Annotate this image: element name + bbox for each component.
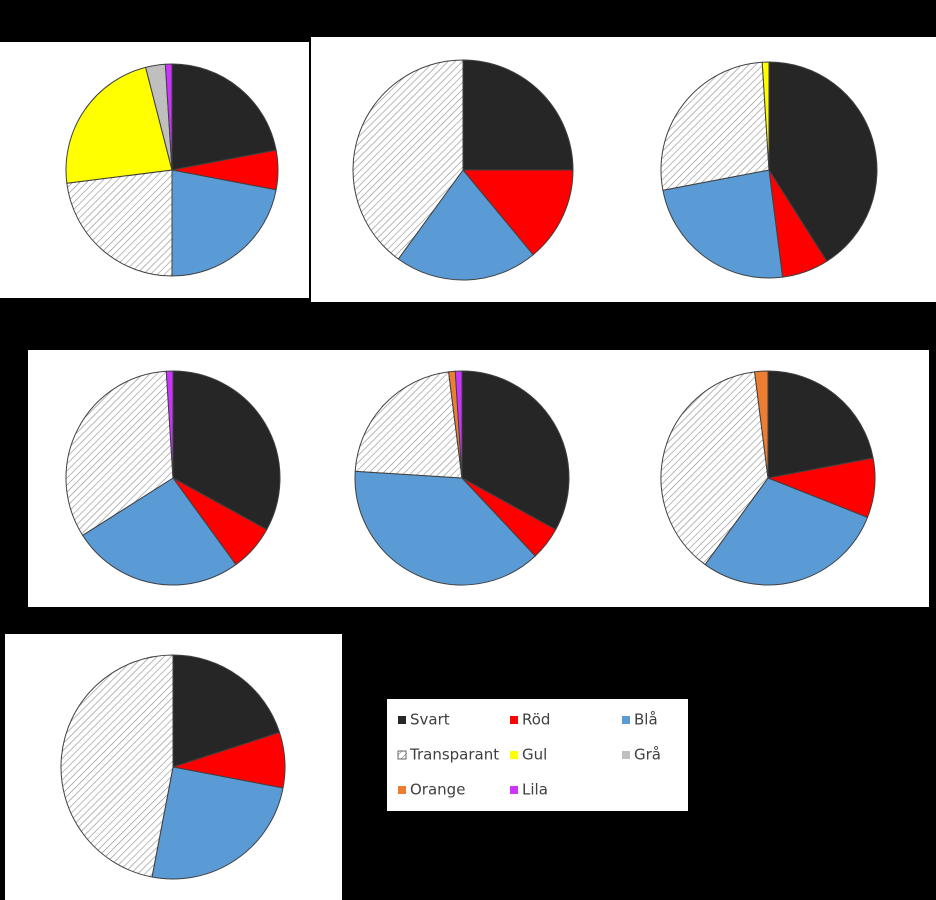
pie-slice: [462, 59, 574, 171]
pie-slice: [172, 654, 281, 768]
pie-slice: [660, 371, 769, 566]
pie-slice: [171, 63, 277, 171]
legend-label: Gul: [522, 746, 547, 764]
pie-slice: [151, 766, 284, 880]
pie-slice: [767, 370, 874, 479]
pie-slice: [461, 169, 574, 256]
pie-slice: [354, 470, 536, 586]
legend-label: Grå: [634, 746, 661, 764]
pie-slice: [60, 654, 174, 878]
pie-slice: [65, 370, 174, 537]
pie-slice: [754, 370, 769, 479]
pie-slice: [164, 63, 173, 171]
legend-box: [387, 699, 688, 811]
legend-swatch: [622, 716, 630, 724]
legend-label: Lila: [522, 781, 548, 799]
pie-slice: [454, 370, 463, 479]
legend-label: Svart: [410, 711, 450, 729]
pie-slice: [165, 370, 174, 479]
legend-swatch: [397, 750, 407, 760]
legend-swatch: [398, 786, 406, 794]
pie-slice: [354, 371, 463, 479]
pie-slice: [81, 477, 237, 586]
legend-label: Röd: [522, 711, 550, 729]
pie-slice: [66, 169, 173, 277]
legend-swatch: [398, 716, 406, 724]
legend-swatch: [622, 751, 630, 759]
pie-slice: [461, 370, 570, 531]
legend-label: Orange: [410, 781, 465, 799]
pie-slice: [704, 477, 869, 586]
legend-swatch: [510, 716, 518, 724]
legend-label: Blå: [634, 711, 658, 729]
pie-slice: [172, 370, 281, 531]
pie-slice: [660, 61, 770, 191]
legend-label: Transparant: [409, 746, 499, 764]
legend-swatch: [510, 751, 518, 759]
pie-slice: [171, 169, 277, 277]
pie-slice: [761, 61, 770, 171]
pie-slice: [65, 66, 173, 184]
pie-slice: [352, 59, 464, 260]
pie-slice: [397, 169, 534, 281]
pie-slice: [662, 169, 784, 279]
pie-slice: [768, 61, 878, 262]
legend-swatch: [510, 786, 518, 794]
